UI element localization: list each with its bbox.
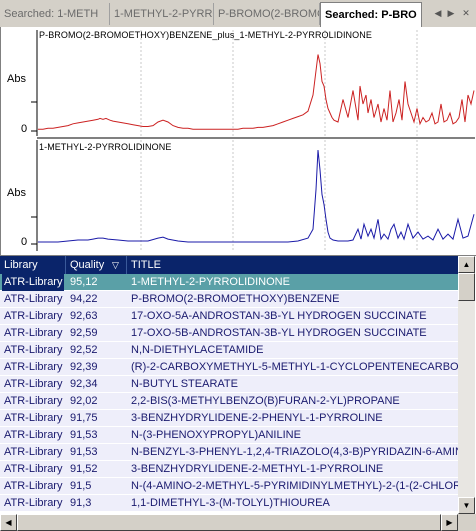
tab-close-icon[interactable]: ✕ [462,8,470,18]
table-row[interactable]: ATR-Library 95,12 1-METHYL-2-PYRROLIDINONE [0,274,458,291]
row-quality-cell: 94,22 [70,293,98,305]
row-title-cell: 17-OXO-5A-ANDROSTAN-3B-YL HYDROGEN SUCCI… [131,310,427,322]
row-title-cell: 3-BENZHYDRYLIDENE-2-PHENYL-1-PYRROLINE [131,412,383,424]
row-library-cell: ATR-Library [4,361,63,373]
row-title-cell: P-BROMO(2-BROMOETHOXY)BENZENE [131,293,340,305]
column-header-library[interactable]: Library [0,256,66,274]
grid-lines [140,30,418,251]
row-title-cell: N-(4-AMINO-2-METHYL-5-PYRIMIDINYLMETHYL)… [131,480,458,492]
tab-next-icon[interactable]: ▶ [447,8,455,18]
tab-prev-icon[interactable]: ◀ [434,8,442,18]
table-row[interactable]: ATR-Library 91,75 3-BENZHYDRYLIDENE-2-PHEN… [0,410,458,427]
tab-searched-p-bromo[interactable]: Searched: P-BRO [320,2,422,27]
row-title-cell: N,N-DIETHYLACETAMIDE [131,344,264,356]
spectrum-1-line [38,54,475,130]
tab-bar: Searched: 1-METH 1-METHYL-2-PYRROL P-BRO… [0,0,476,28]
row-library-cell: ATR-Library [4,429,63,441]
spectra-view: P-BROMO(2-BROMOETHOXY)BENZENE_plus_1-MET… [0,27,476,255]
spectrum-2-ylabel: Abs [7,187,26,199]
row-library-cell: ATR-Library [4,327,63,339]
row-title-cell: 1,1-DIMETHYL-3-(M-TOLYL)THIOUREA [131,497,330,509]
row-quality-cell: 91,3 [70,497,92,509]
row-quality-cell: 92,39 [70,361,98,373]
horizontal-scrollbar[interactable]: ◀ ▶ [0,514,458,531]
table-row[interactable]: ATR-Library 91,53 N-(3-PHENOXYPROPYL)ANILI… [0,427,458,444]
row-title-cell: 2,2-BIS(3-METHYLBENZO(B)FURAN-2-YL)PROPA… [131,395,400,407]
row-quality-cell: 91,75 [70,412,98,424]
row-quality-cell: 91,53 [70,429,98,441]
row-library-cell: ATR-Library [4,463,63,475]
row-title-cell: N-(3-PHENOXYPROPYL)ANILINE [131,429,301,441]
row-title-cell: (R)-2-CARBOXYMETHYL-5-METHYL-1-CYCLOPENT… [131,361,458,373]
spectrum-2-zero-label: 0 [21,236,28,248]
table-row[interactable]: ATR-Library 92,59 17-OXO-5B-ANDROSTAN-3B-Y… [0,325,458,342]
column-header-quality-label: Quality [70,259,105,271]
row-library-cell: ATR-Library [4,310,63,322]
row-title-cell: N-BUTYL STEARATE [131,378,238,390]
row-quality-cell: 91,5 [70,480,92,492]
table-body: ATR-Library 95,12 1-METHYL-2-PYRROLIDINONE… [0,274,458,514]
row-library-cell: ATR-Library [2,274,64,291]
table-row[interactable]: ATR-Library 92,02 2,2-BIS(3-METHYLBENZO(B)… [0,393,458,410]
row-library-cell: ATR-Library [4,480,63,492]
row-title-cell: 1-METHYL-2-PYRROLIDINONE [131,276,290,288]
table-row[interactable]: ATR-Library 92,63 17-OXO-5A-ANDROSTAN-3B-Y… [0,308,458,325]
spectra-plot [31,30,475,251]
table-row[interactable]: ATR-Library 91,52 3-BENZHYDRYLIDENE-2-METH… [0,461,458,478]
row-title-cell: 17-OXO-5B-ANDROSTAN-3B-YL HYDROGEN SUCCI… [131,327,427,339]
row-quality-cell: 91,53 [70,446,98,458]
row-library-cell: ATR-Library [4,344,63,356]
horizontal-scroll-thumb[interactable] [17,514,441,531]
table-row[interactable]: ATR-Library 91,53 N-BENZYL-3-PHENYL-1,2,4-… [0,444,458,461]
row-library-cell: ATR-Library [4,497,63,509]
vertical-scrollbar[interactable]: ▲ ▼ [458,256,475,514]
row-quality-cell: 92,02 [70,395,98,407]
row-library-cell: ATR-Library [4,293,63,305]
row-library-cell: ATR-Library [4,395,63,407]
table-row[interactable]: ATR-Library 91,5 N-(4-AMINO-2-METHYL-5-PYR… [0,478,458,495]
row-quality-cell: 95,12 [70,276,98,288]
row-title-cell: N-BENZYL-3-PHENYL-1,2,4-TRIAZOLO(4,3-B)P… [131,446,458,458]
scroll-left-icon[interactable]: ◀ [0,514,17,531]
results-table: Library Quality ▽ TITLE ATR-Library 95,12… [0,255,476,531]
row-title-cell: 3-BENZHYDRYLIDENE-2-METHYL-1-PYRROLINE [131,463,384,475]
vertical-scroll-thumb[interactable] [458,273,475,301]
table-row[interactable]: ATR-Library 94,22 P-BROMO(2-BROMOETHOXY)BE… [0,291,458,308]
row-quality-cell: 92,34 [70,378,98,390]
scrollbar-corner [458,514,476,531]
table-row[interactable]: ATR-Library 92,39 (R)-2-CARBOXYMETHYL-5-ME… [0,359,458,376]
row-quality-cell: 92,59 [70,327,98,339]
column-header-title[interactable]: TITLE [131,259,161,271]
row-library-cell: ATR-Library [4,378,63,390]
scroll-down-icon[interactable]: ▼ [458,497,475,514]
row-library-cell: ATR-Library [4,446,63,458]
spectrum-1-ylabel: Abs [7,73,26,85]
table-row[interactable]: ATR-Library 91,3 1,1-DIMETHYL-3-(M-TOLYL)T… [0,495,458,512]
scroll-right-icon[interactable]: ▶ [441,514,458,531]
table-row[interactable]: ATR-Library 92,52 N,N-DIETHYLACETAMIDE [0,342,458,359]
scroll-up-icon[interactable]: ▲ [458,256,475,273]
column-header-quality[interactable]: Quality ▽ [66,256,127,274]
row-quality-cell: 92,63 [70,310,98,322]
tab-p-bromo[interactable]: P-BROMO(2-BROMO [214,3,320,25]
tab-methyl-pyrrolidinone[interactable]: 1-METHYL-2-PYRROL [110,3,214,25]
spectrum-2-line [38,149,475,243]
spectrum-1-zero-label: 0 [21,123,28,135]
sort-descending-icon: ▽ [112,260,119,270]
table-header: Library Quality ▽ TITLE [0,256,458,274]
table-row[interactable]: ATR-Library 92,34 N-BUTYL STEARATE [0,376,458,393]
spectrum-2-title: 1-METHYL-2-PYRROLIDINONE [39,142,172,152]
row-library-cell: ATR-Library [4,412,63,424]
tab-searched-methyl[interactable]: Searched: 1-METH [0,3,110,25]
row-quality-cell: 92,52 [70,344,98,356]
spectrum-1-title: P-BROMO(2-BROMOETHOXY)BENZENE_plus_1-MET… [39,30,372,40]
row-quality-cell: 91,52 [70,463,98,475]
